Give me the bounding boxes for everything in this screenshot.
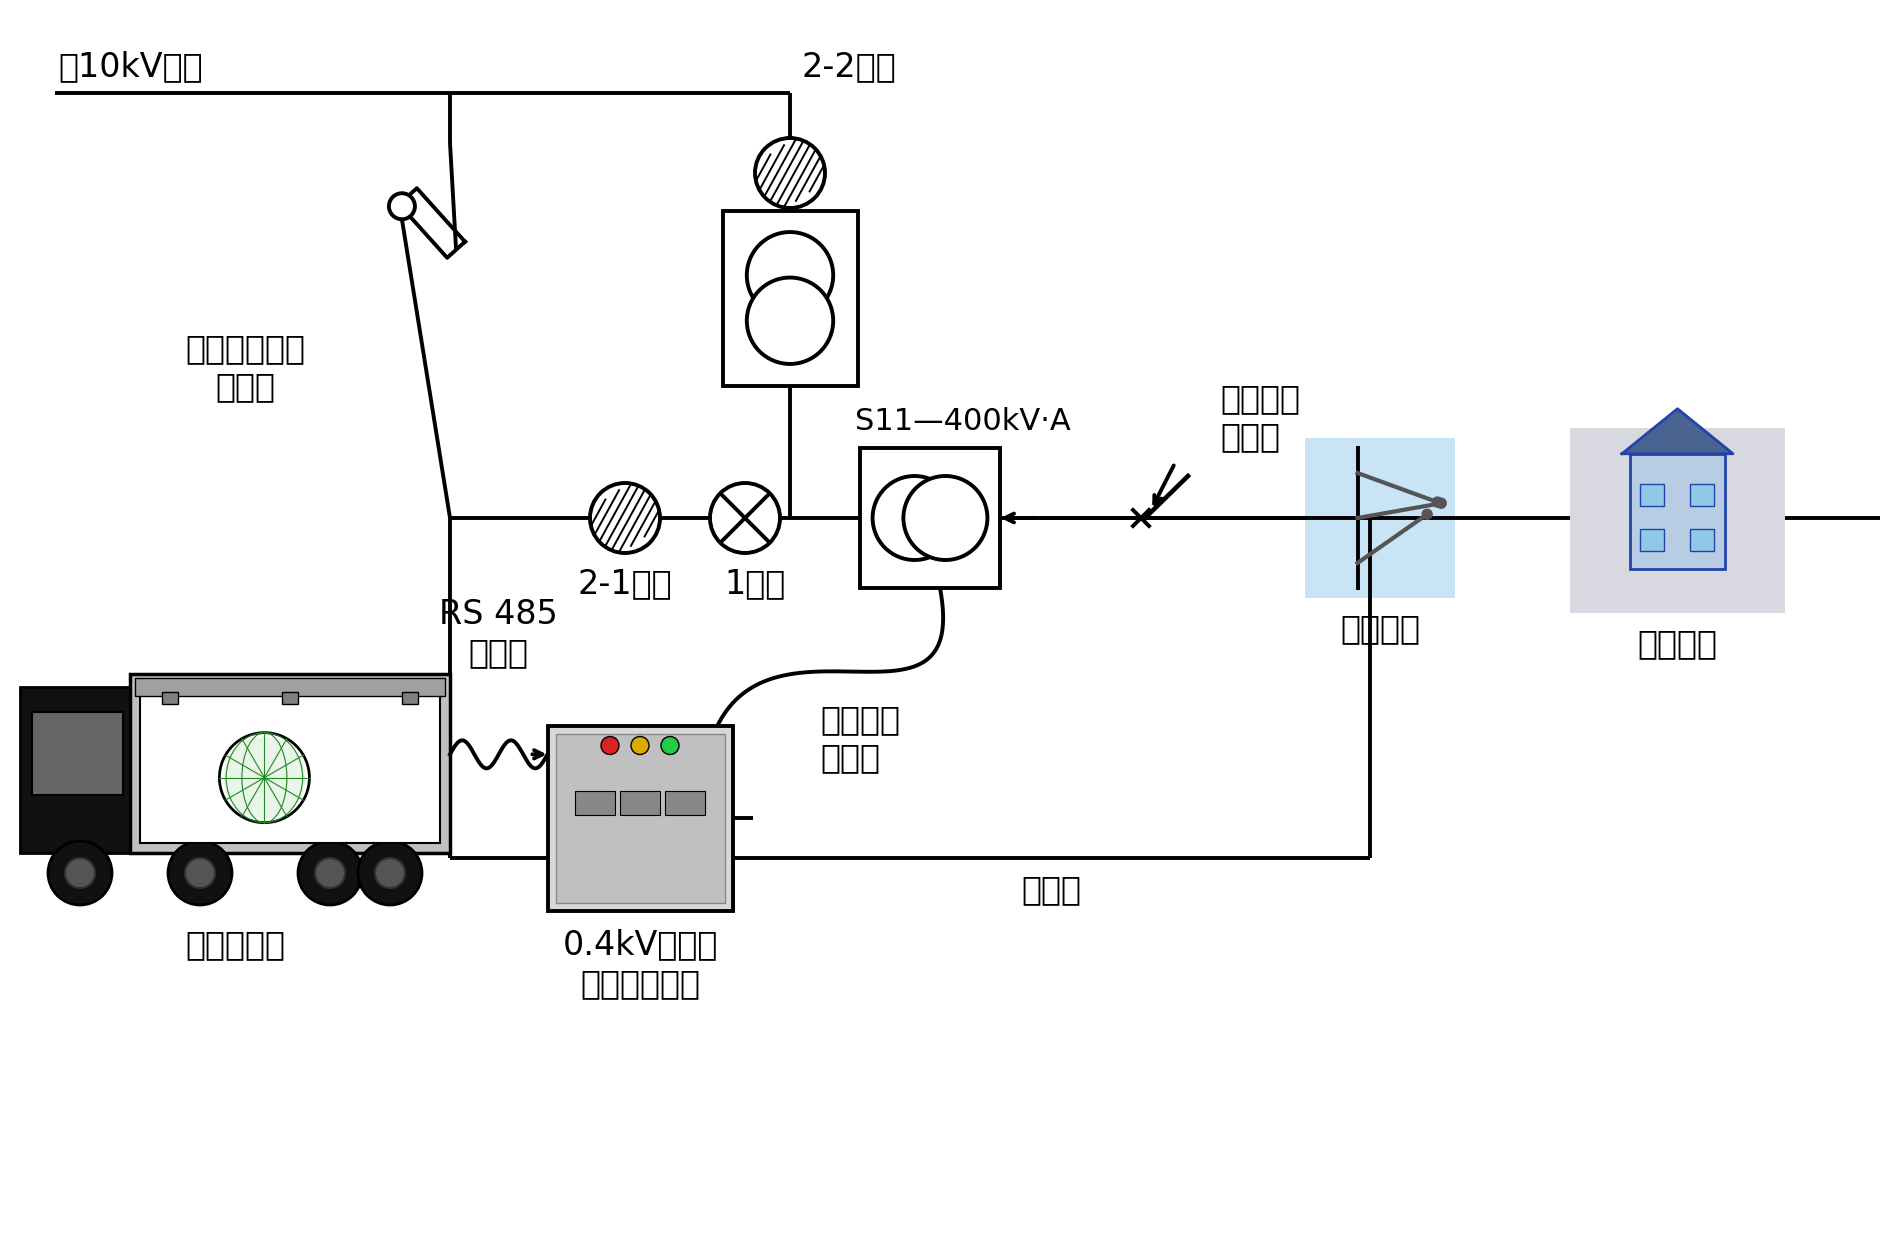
Bar xyxy=(1691,529,1714,552)
Circle shape xyxy=(1432,497,1443,507)
Bar xyxy=(140,684,439,842)
Circle shape xyxy=(297,841,362,905)
Circle shape xyxy=(169,841,231,905)
Bar xyxy=(402,691,419,704)
Circle shape xyxy=(1422,509,1432,519)
Circle shape xyxy=(64,859,95,889)
Bar xyxy=(860,448,1000,588)
Circle shape xyxy=(375,859,405,889)
Text: 某10kV线路: 某10kV线路 xyxy=(59,50,203,84)
Circle shape xyxy=(873,475,956,560)
Circle shape xyxy=(314,859,345,889)
Text: 市电参数
检测线: 市电参数 检测线 xyxy=(820,703,900,774)
Bar xyxy=(1305,438,1455,598)
Bar xyxy=(1640,484,1665,507)
Text: S11—400kV·A: S11—400kV·A xyxy=(854,407,1070,436)
Circle shape xyxy=(903,475,987,560)
Bar xyxy=(576,791,616,815)
Circle shape xyxy=(661,736,680,755)
Text: 汇流夹钳: 汇流夹钳 xyxy=(1339,612,1420,645)
Bar xyxy=(1691,484,1714,507)
Bar xyxy=(21,688,134,852)
Text: 分支线跌落式
熔断器: 分支线跌落式 熔断器 xyxy=(186,332,305,403)
Bar xyxy=(722,211,858,386)
Text: RS 485
通信线: RS 485 通信线 xyxy=(439,598,559,669)
Circle shape xyxy=(756,139,826,208)
Circle shape xyxy=(600,736,619,755)
Circle shape xyxy=(591,483,659,553)
Circle shape xyxy=(220,733,309,822)
Circle shape xyxy=(358,841,422,905)
Bar xyxy=(282,691,297,704)
Circle shape xyxy=(223,736,305,819)
Bar xyxy=(134,678,445,695)
Circle shape xyxy=(631,736,650,755)
Circle shape xyxy=(1436,498,1447,508)
Text: 用户负载: 用户负载 xyxy=(1638,626,1718,660)
Circle shape xyxy=(746,277,833,364)
Bar xyxy=(555,734,725,902)
Circle shape xyxy=(186,859,216,889)
Text: 2-1号杆: 2-1号杆 xyxy=(578,567,672,600)
Text: 应急电源车: 应急电源车 xyxy=(186,929,284,961)
Circle shape xyxy=(47,841,112,905)
Bar xyxy=(665,791,705,815)
Polygon shape xyxy=(1621,409,1733,454)
Text: 2-2号杆: 2-2号杆 xyxy=(801,50,896,84)
Text: 主回路: 主回路 xyxy=(1021,874,1081,906)
Bar xyxy=(131,674,451,852)
Bar xyxy=(547,725,733,911)
Bar xyxy=(1631,454,1725,569)
Circle shape xyxy=(710,483,780,553)
Bar xyxy=(1640,529,1665,552)
Circle shape xyxy=(388,193,415,220)
Circle shape xyxy=(746,232,833,318)
Bar xyxy=(163,691,178,704)
Text: 0.4kV移动式
并机并网装置: 0.4kV移动式 并机并网装置 xyxy=(563,929,718,1000)
Text: 低压用户
总开关: 低压用户 总开关 xyxy=(1220,382,1299,453)
Bar xyxy=(619,791,659,815)
Text: 1号杆: 1号杆 xyxy=(724,567,786,600)
Bar xyxy=(32,713,123,795)
Bar xyxy=(1570,428,1784,613)
